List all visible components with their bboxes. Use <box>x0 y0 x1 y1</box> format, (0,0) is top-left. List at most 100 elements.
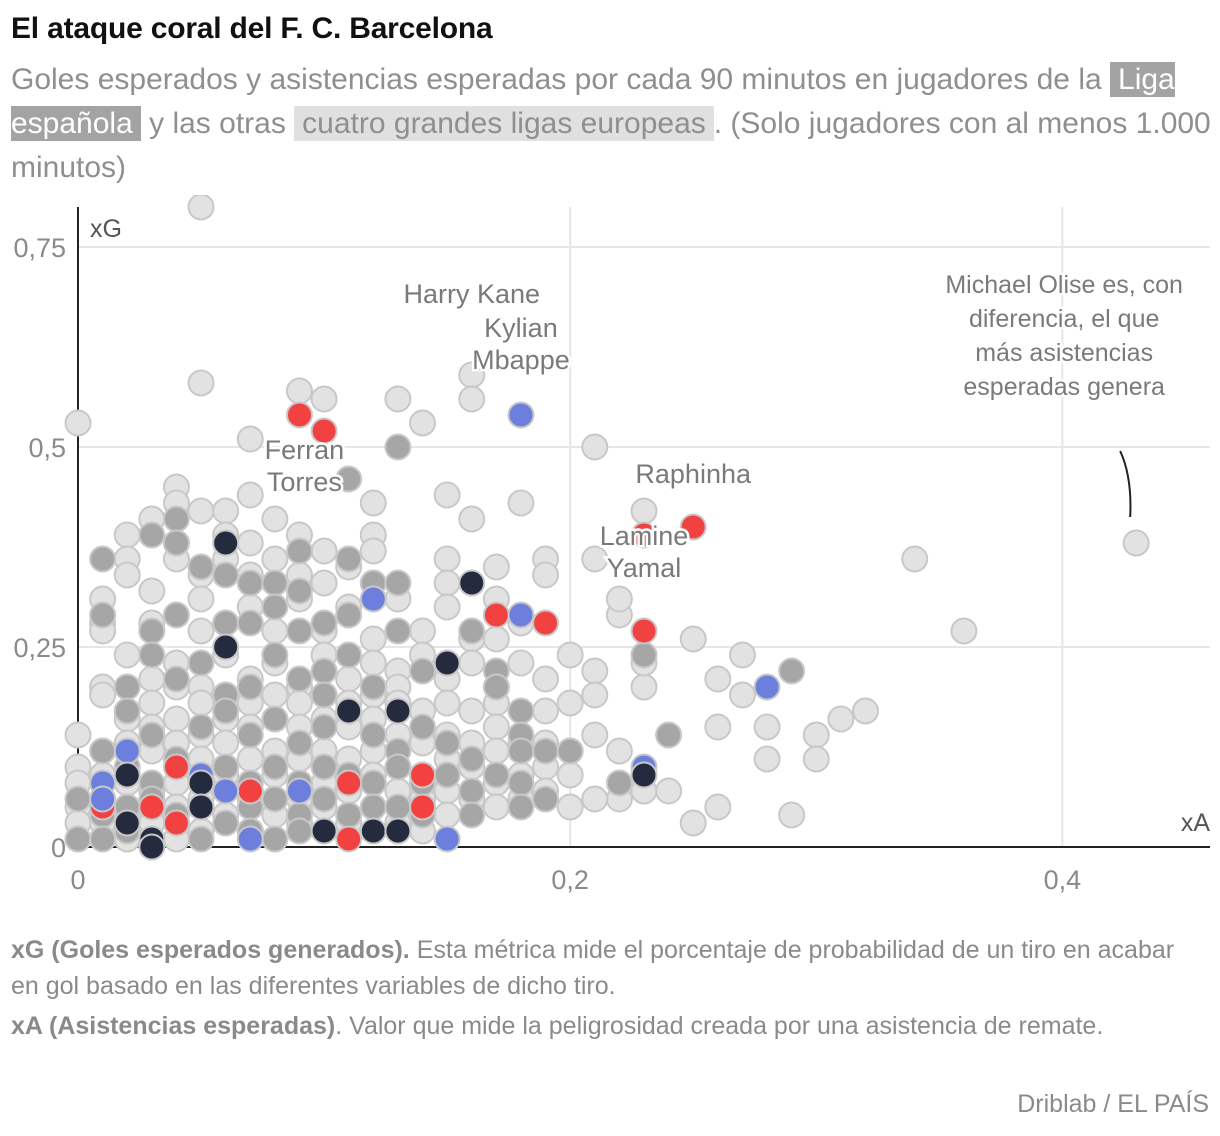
point-other_league <box>507 649 535 677</box>
point-spanish_league <box>310 753 338 781</box>
point-other_league <box>310 385 338 413</box>
point-other_league <box>458 505 486 533</box>
point-barcelona <box>335 769 363 797</box>
point-barcelona <box>310 417 338 445</box>
point-atletico <box>212 633 240 661</box>
point-other_league <box>605 585 633 613</box>
point-spanish_league <box>89 601 117 629</box>
point-other_league <box>851 697 879 725</box>
point-real_madrid <box>507 401 535 429</box>
point-other_league <box>581 545 609 573</box>
point-other_league <box>901 545 929 573</box>
point-spanish_league <box>212 697 240 725</box>
point-barcelona <box>409 793 437 821</box>
point-atletico <box>630 761 658 789</box>
point-atletico <box>458 569 486 597</box>
point-other_league <box>236 529 264 557</box>
point-other_league <box>359 625 387 653</box>
subtitle-part-1: Goles esperados y asistencias esperadas … <box>11 63 1102 96</box>
point-barcelona <box>409 761 437 789</box>
point-other_league <box>827 705 855 733</box>
point-other_league <box>187 195 215 221</box>
point-other_league <box>556 793 584 821</box>
xg-note-text: Esta métrica mide el porcentaje de proba… <box>11 936 1175 1000</box>
y-tick-label: 0,75 <box>13 233 66 263</box>
point-spanish_league <box>236 673 264 701</box>
point-spanish_league <box>310 785 338 813</box>
point-other_league <box>704 713 732 741</box>
point-spanish_league <box>384 753 412 781</box>
point-barcelona <box>162 809 190 837</box>
point-spanish_league <box>261 825 289 853</box>
point-spanish_league <box>310 609 338 637</box>
point-spanish_league <box>384 569 412 597</box>
point-other_league <box>655 777 683 805</box>
point-spanish_league <box>409 657 437 685</box>
series-barcelona <box>89 401 707 853</box>
xa-note: xA (Asistencias esperadas). Valor que mi… <box>11 1008 1206 1044</box>
point-spanish_league <box>261 753 289 781</box>
annotation-line: Kylian <box>484 313 558 343</box>
point-other_league <box>630 673 658 701</box>
point-spanish_league <box>285 617 313 645</box>
point-spanish_league <box>162 529 190 557</box>
point-atletico <box>138 833 166 861</box>
point-other_league <box>212 497 240 525</box>
point-other_league <box>458 649 486 677</box>
point-spanish_league <box>433 729 461 757</box>
point-spanish_league <box>532 737 560 765</box>
point-other_league <box>359 649 387 677</box>
point-barcelona <box>630 617 658 645</box>
point-spanish_league <box>482 673 510 701</box>
point-other_league <box>482 793 510 821</box>
point-spanish_league <box>89 737 117 765</box>
point-other_league <box>507 489 535 517</box>
annotation-line: esperadas genera <box>963 373 1165 401</box>
point-spanish_league <box>261 785 289 813</box>
point-spanish_league <box>236 569 264 597</box>
point-atletico <box>212 529 240 557</box>
point-spanish_league <box>532 785 560 813</box>
annotation-line: Lamine <box>600 521 689 551</box>
annotation-line: Harry Kane <box>403 279 540 309</box>
point-spanish_league <box>89 545 117 573</box>
point-spanish_league <box>359 721 387 749</box>
point-other_league <box>310 569 338 597</box>
point-spanish_league <box>138 617 166 645</box>
point-atletico <box>384 817 412 845</box>
point-other_league <box>458 385 486 413</box>
point-atletico <box>359 817 387 845</box>
point-other_league <box>187 585 215 613</box>
annotation-line: Mbappe <box>472 345 570 375</box>
point-other_league <box>581 657 609 685</box>
point-spanish_league <box>261 641 289 669</box>
xa-note-text: . Valor que mide la peligrosidad creada … <box>335 1012 1104 1040</box>
point-other_league <box>581 681 609 709</box>
point-spanish_league <box>507 793 535 821</box>
point-spanish_league <box>113 697 141 725</box>
point-other_league <box>285 689 313 717</box>
annotation-line: Yamal <box>607 553 682 583</box>
x-axis-label: xA <box>1181 809 1211 837</box>
annotation-label: Raphinha <box>635 459 752 489</box>
axis-layer: 0 0,25 0,5 0,75 0 0,2 0,4 xG xA <box>13 207 1210 895</box>
point-other_league <box>261 681 289 709</box>
subtitle-part-2: y las otras <box>140 107 295 140</box>
point-other_league <box>581 721 609 749</box>
point-real_madrid <box>236 825 264 853</box>
point-other_league <box>236 745 264 773</box>
point-atletico <box>113 761 141 789</box>
point-other_league <box>433 801 461 829</box>
point-spanish_league <box>458 801 486 829</box>
point-atletico <box>433 649 461 677</box>
point-spanish_league <box>187 825 215 853</box>
point-other_league <box>285 377 313 405</box>
point-spanish_league <box>138 641 166 669</box>
point-other_league <box>482 625 510 653</box>
point-other_league <box>802 721 830 749</box>
point-spanish_league <box>655 721 683 749</box>
point-barcelona <box>482 601 510 629</box>
x-tick-label: 0 <box>70 865 85 895</box>
annotation-line: más asistencias <box>975 339 1153 367</box>
point-other_league <box>679 625 707 653</box>
